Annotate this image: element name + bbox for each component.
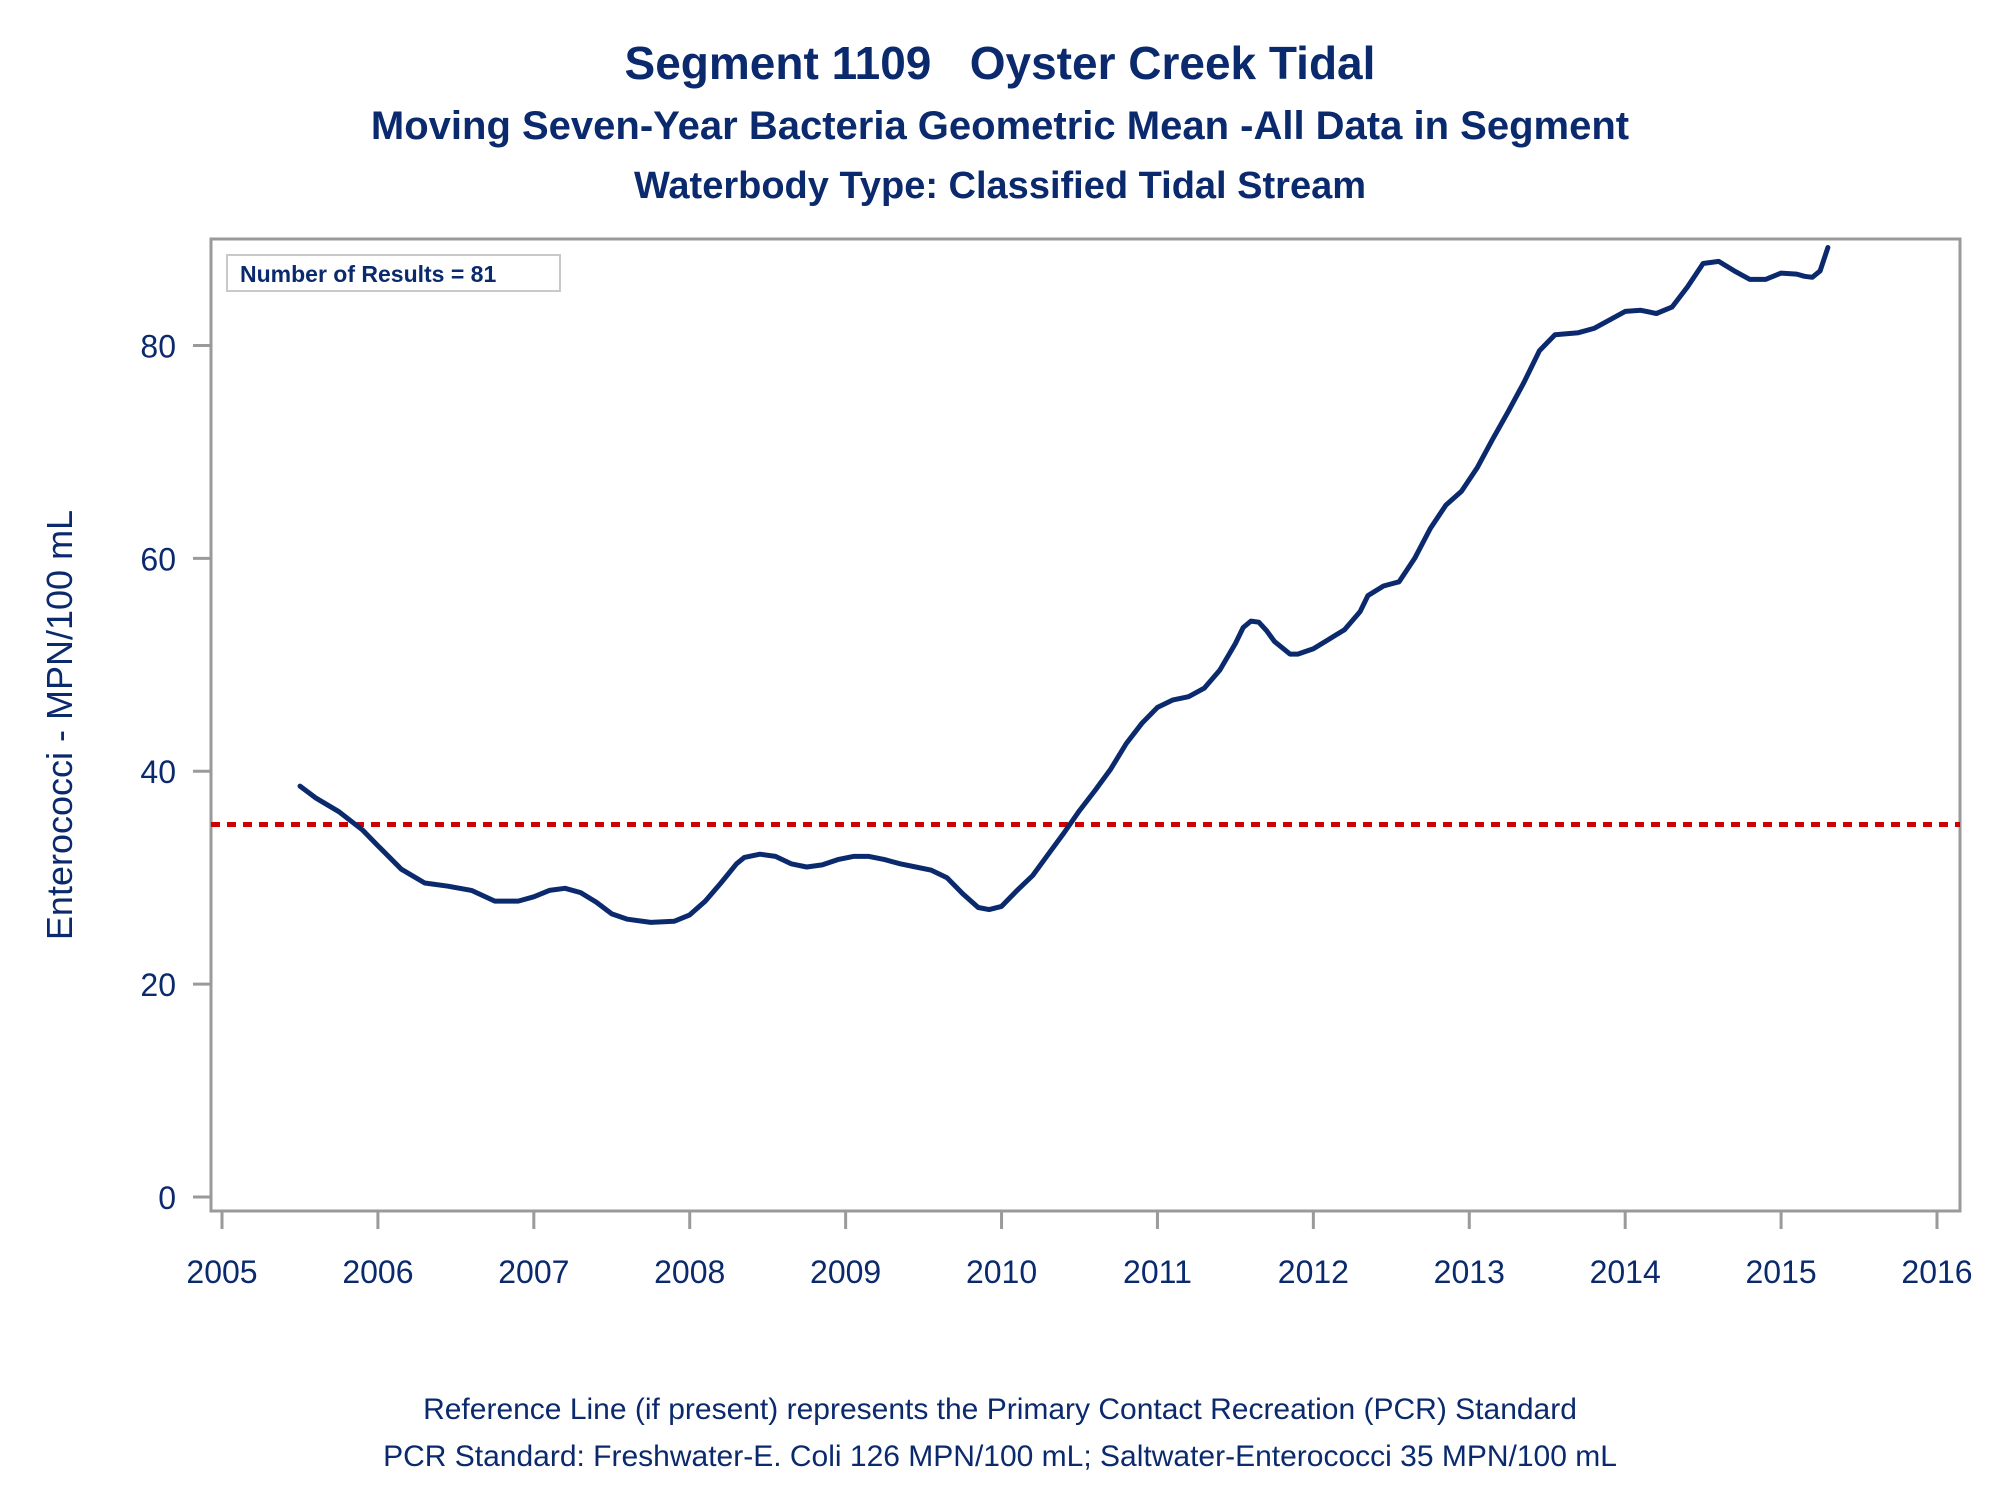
- chart-title-waterbody: Oyster Creek Tidal: [969, 37, 1376, 89]
- x-tick-label: 2015: [1745, 1254, 1816, 1290]
- y-tick-label: 0: [158, 1180, 176, 1216]
- chart-subtitle: Moving Seven-Year Bacteria Geometric Mea…: [370, 104, 1630, 148]
- x-tick-label: 2010: [966, 1254, 1037, 1290]
- x-tick-label: 2009: [810, 1254, 881, 1290]
- number-of-results-label: Number of Results = 81: [240, 261, 496, 287]
- y-tick-label: 40: [140, 754, 176, 790]
- series-layer: [297, 245, 1831, 925]
- x-tick-label: 2006: [342, 1254, 413, 1290]
- number-of-results-frame: [226, 254, 561, 292]
- y-tick-label: 80: [140, 328, 176, 364]
- chart-title-segment: Segment 1109: [624, 37, 932, 89]
- plot-area-frame: [209, 237, 1962, 1213]
- number-of-results-box: Number of Results = 81: [226, 254, 561, 292]
- y-tick-label: 20: [140, 967, 176, 1003]
- footnote-pcr-standard: PCR Standard: Freshwater-E. Coli 126 MPN…: [383, 1440, 1617, 1473]
- x-axis: 2005 2006 2007 2008 2009 2010 2011 2012 2013 2014…: [186, 1211, 1973, 1290]
- y-axis: 0 20 40 60 80: [140, 328, 211, 1216]
- x-tick-label: 2007: [498, 1254, 569, 1290]
- footnote-reference-line: Reference Line (if present) represents t…: [423, 1393, 1577, 1426]
- x-tick-label: 2014: [1590, 1254, 1661, 1290]
- y-axis-label: Enterococci - MPN/100 mL: [39, 510, 80, 940]
- x-tick-label: 2016: [1901, 1254, 1972, 1290]
- x-tick-label: 2012: [1278, 1254, 1349, 1290]
- x-tick-label: 2005: [186, 1254, 257, 1290]
- series-line-geometric-mean: [297, 245, 1831, 925]
- chart-title: Segment 1109 Oyster Creek Tidal: [0, 36, 2000, 90]
- x-tick-label: 2011: [1123, 1254, 1192, 1290]
- x-tick-label: 2008: [654, 1254, 725, 1290]
- chart-subtitle-waterbody-type: Waterbody Type: Classified Tidal Stream: [633, 165, 1367, 207]
- y-tick-label: 60: [140, 541, 176, 577]
- x-tick-label: 2013: [1434, 1254, 1505, 1290]
